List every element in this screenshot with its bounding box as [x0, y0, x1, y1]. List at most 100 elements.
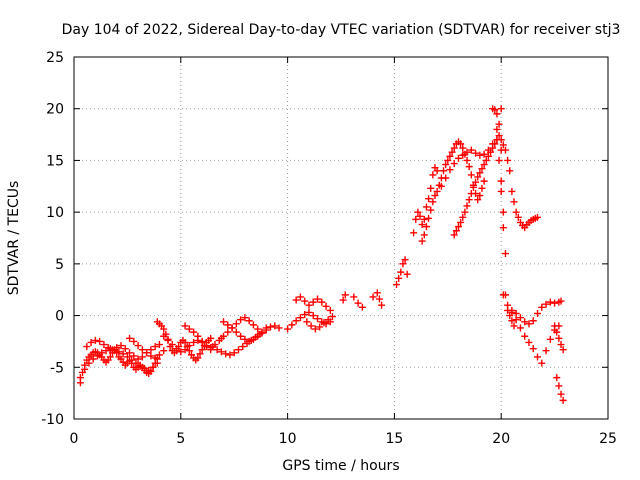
data-point [123, 353, 131, 361]
data-point [525, 320, 533, 328]
data-point [232, 320, 240, 328]
data-point [450, 231, 458, 239]
data-point [416, 212, 424, 220]
data-point [249, 321, 257, 329]
data-point [134, 342, 142, 350]
data-point [521, 318, 529, 326]
data-point [414, 208, 422, 216]
data-point [155, 341, 163, 349]
data-point [234, 346, 242, 354]
data-point [495, 156, 503, 164]
data-point [198, 337, 206, 345]
data-point [121, 345, 129, 353]
data-point [459, 213, 467, 221]
data-point [222, 350, 230, 358]
data-point [93, 352, 101, 360]
data-point [557, 341, 565, 349]
data-point [198, 346, 206, 354]
data-point [559, 396, 567, 404]
data-point [433, 187, 441, 195]
data-point [303, 318, 311, 326]
data-point [177, 348, 185, 356]
data-point [160, 325, 168, 333]
data-point [358, 303, 366, 311]
data-point [271, 322, 279, 330]
data-point [91, 336, 99, 344]
data-point [534, 213, 542, 221]
data-point [228, 324, 236, 332]
data-point [181, 338, 189, 346]
data-point [506, 167, 514, 175]
data-point [501, 146, 509, 154]
data-point [224, 321, 232, 329]
data-point [422, 223, 430, 231]
x-tick-label: 20 [492, 431, 510, 447]
data-point [143, 349, 151, 357]
data-point [147, 346, 155, 354]
data-point [153, 359, 161, 367]
data-point [478, 184, 486, 192]
data-point [542, 300, 550, 308]
data-point [136, 362, 144, 370]
data-point [482, 156, 490, 164]
data-point [480, 150, 488, 158]
data-point [151, 343, 159, 351]
data-point [220, 318, 228, 326]
data-point [224, 328, 232, 336]
data-point [76, 374, 84, 382]
data-point [196, 350, 204, 358]
data-point [354, 299, 362, 307]
data-point [538, 303, 546, 311]
data-point [160, 347, 168, 355]
data-point [410, 229, 418, 237]
data-point [504, 156, 512, 164]
data-point [442, 174, 450, 182]
data-point [555, 382, 563, 390]
data-point [418, 237, 426, 245]
data-point [551, 299, 559, 307]
data-point [369, 293, 377, 301]
data-point [230, 349, 238, 357]
x-tick-label: 15 [385, 431, 403, 447]
data-point [241, 314, 249, 322]
data-point [480, 161, 488, 169]
x-tick-label: 5 [176, 431, 185, 447]
data-point [245, 337, 253, 345]
data-point [463, 202, 471, 210]
data-point [495, 120, 503, 128]
data-point [425, 195, 433, 203]
data-point [117, 342, 125, 350]
data-point [478, 165, 486, 173]
data-point [512, 316, 520, 324]
data-point [491, 106, 499, 114]
data-point [546, 298, 554, 306]
data-point [292, 296, 300, 304]
data-point [87, 338, 95, 346]
data-point [185, 342, 193, 350]
data-point [130, 337, 138, 345]
data-point [185, 325, 193, 333]
data-point [258, 329, 266, 337]
data-point [422, 203, 430, 211]
y-tick-label: 20 [46, 102, 64, 118]
data-point [339, 296, 347, 304]
data-point [316, 323, 324, 331]
data-point [254, 332, 262, 340]
data-point [397, 268, 405, 276]
data-point [427, 206, 435, 214]
data-point [429, 171, 437, 179]
data-point [542, 347, 550, 355]
data-point [425, 214, 433, 222]
data-point [81, 365, 89, 373]
y-tick-label: 15 [46, 153, 64, 169]
data-point [326, 306, 334, 314]
data-point [108, 346, 116, 354]
data-point [510, 198, 518, 206]
data-point [557, 297, 565, 305]
data-point [207, 334, 215, 342]
data-point [126, 334, 134, 342]
data-point [555, 334, 563, 342]
data-point [194, 354, 202, 362]
x-tick-label: 10 [279, 431, 297, 447]
